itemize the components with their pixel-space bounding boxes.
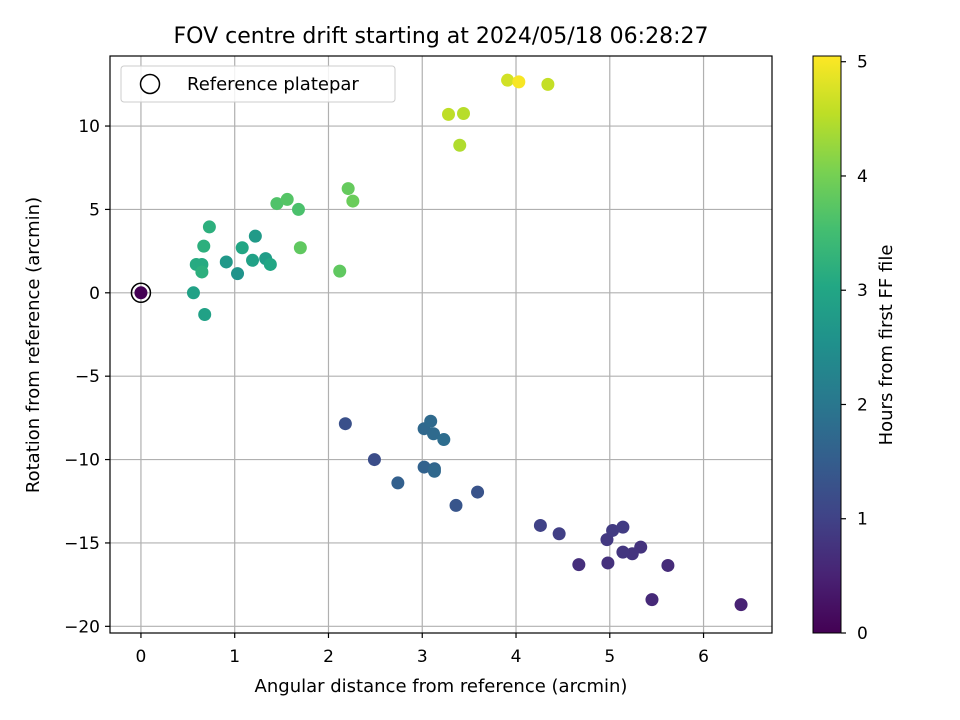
scatter-point bbox=[453, 138, 467, 152]
reference-point bbox=[134, 286, 148, 300]
x-axis-label: Angular distance from reference (arcmin) bbox=[255, 676, 628, 697]
scatter-point bbox=[235, 241, 249, 255]
legend: Reference platepar bbox=[120, 65, 396, 103]
scatter-point bbox=[280, 192, 294, 206]
scatter-point bbox=[219, 255, 233, 269]
scatter-point bbox=[616, 520, 630, 534]
y-tick-label: 10 bbox=[78, 117, 100, 137]
scatter-point bbox=[231, 267, 245, 281]
x-tick-label: 3 bbox=[417, 647, 428, 667]
colorbar-label: Hours from first FF file bbox=[876, 245, 897, 446]
colorbar-tick-label: 3 bbox=[857, 281, 868, 301]
scatter-point bbox=[263, 257, 277, 271]
scatter-point bbox=[246, 253, 260, 267]
colorbar-tick-label: 5 bbox=[857, 53, 868, 73]
scatter-point bbox=[202, 220, 216, 234]
y-tick-label: 0 bbox=[89, 284, 100, 304]
y-tick-label: −5 bbox=[75, 367, 100, 387]
scatter-point bbox=[449, 498, 463, 512]
scatter-point bbox=[501, 73, 515, 87]
legend-marker-icon bbox=[139, 73, 161, 95]
scatter-point bbox=[442, 107, 456, 121]
colorbar-ticks: 0 1 2 3 4 5 bbox=[841, 53, 868, 644]
colorbar-gradient bbox=[812, 55, 842, 634]
scatter-point bbox=[541, 77, 555, 91]
colorbar: 0 1 2 3 4 5 Hours from first FF file bbox=[812, 53, 897, 644]
axis-ticks: 0 1 2 3 4 5 6 −20 −15 −10 −5 0 5 10 bbox=[64, 117, 709, 667]
y-tick-label: −15 bbox=[64, 534, 100, 554]
legend-box bbox=[120, 65, 396, 103]
scatter-point bbox=[471, 485, 485, 499]
scatter-point bbox=[198, 307, 212, 321]
x-tick-label: 6 bbox=[698, 647, 709, 667]
scatter-points bbox=[186, 73, 748, 612]
scatter-point bbox=[270, 197, 284, 211]
scatter-point bbox=[367, 453, 381, 467]
scatter-point bbox=[661, 558, 675, 572]
scatter-point bbox=[391, 476, 405, 490]
reference-marker bbox=[130, 282, 152, 304]
y-axis-label: Rotation from reference (arcmin) bbox=[23, 197, 44, 493]
x-tick-label: 0 bbox=[136, 647, 147, 667]
scatter-point bbox=[186, 286, 200, 300]
scatter-point bbox=[601, 556, 615, 570]
scatter-point bbox=[533, 518, 547, 532]
colorbar-tick-label: 0 bbox=[857, 624, 868, 644]
scatter-point bbox=[437, 433, 451, 447]
x-tick-label: 1 bbox=[229, 647, 240, 667]
grid-lines bbox=[110, 56, 772, 633]
scatter-point bbox=[734, 598, 748, 612]
scatter-point bbox=[512, 75, 526, 89]
colorbar-tick-label: 4 bbox=[857, 167, 868, 187]
scatter-point bbox=[426, 427, 440, 441]
scatter-point bbox=[572, 558, 586, 572]
scatter-point bbox=[195, 265, 209, 279]
scatter-point bbox=[293, 241, 307, 255]
x-tick-label: 5 bbox=[604, 647, 615, 667]
plot-area-frame bbox=[109, 55, 773, 634]
scatter-point bbox=[338, 417, 352, 431]
scatter-point bbox=[197, 239, 211, 253]
scatter-point bbox=[341, 182, 355, 196]
colorbar-tick-label: 1 bbox=[857, 510, 868, 530]
scatter-point bbox=[291, 202, 305, 216]
scatter-point bbox=[552, 527, 566, 541]
y-tick-label: −10 bbox=[64, 451, 100, 471]
scatter-point bbox=[616, 545, 630, 559]
scatter-point bbox=[333, 264, 347, 278]
colorbar-tick-label: 2 bbox=[857, 395, 868, 415]
scatter-point bbox=[417, 460, 431, 474]
scatter-point bbox=[424, 414, 438, 428]
scatter-point bbox=[606, 523, 620, 537]
scatter-point bbox=[248, 229, 262, 243]
scatter-point bbox=[645, 593, 659, 607]
y-tick-label: 5 bbox=[89, 200, 100, 220]
x-tick-label: 2 bbox=[323, 647, 334, 667]
y-tick-label: −20 bbox=[64, 617, 100, 637]
reference-ring bbox=[130, 282, 152, 304]
scatter-point bbox=[457, 107, 471, 121]
scatter-point bbox=[346, 194, 360, 208]
scatter-point bbox=[427, 464, 441, 478]
x-tick-label: 4 bbox=[511, 647, 522, 667]
chart-title: FOV centre drift starting at 2024/05/18 … bbox=[174, 24, 709, 49]
legend-entry-reference: Reference platepar bbox=[187, 74, 359, 95]
